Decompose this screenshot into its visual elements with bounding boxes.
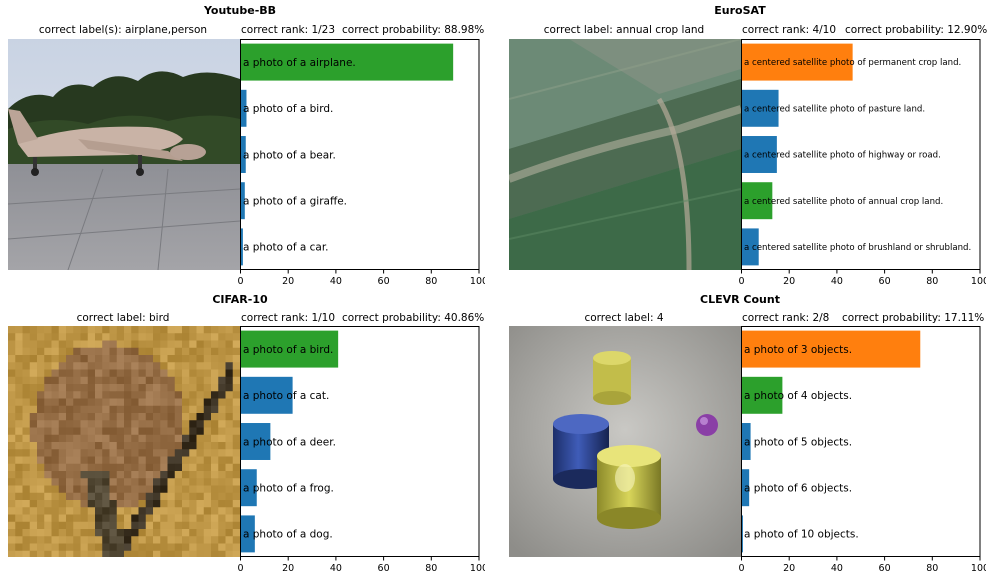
bar-label-0: a photo of a bird. [243, 344, 333, 356]
bar-label-0: a centered satellite photo of permanent … [744, 58, 961, 68]
plot-frame [741, 39, 981, 270]
bar-3 [240, 469, 257, 507]
x-tick-label-0: 0 [738, 563, 744, 574]
bar-label-2: a photo of a bear. [243, 149, 336, 161]
x-tick-label-5: 100 [971, 276, 986, 287]
bar-label-2: a photo of 5 objects. [744, 436, 852, 448]
bar-label-2: a photo of a deer. [243, 436, 336, 448]
panel-title: Youtube-BB [203, 4, 277, 17]
bar-2 [741, 423, 751, 460]
correct-rank-caption: correct rank: 2/8 [742, 312, 830, 324]
bar-label-1: a photo of a bird. [243, 103, 333, 115]
bar-2 [741, 136, 777, 173]
x-tick-label-1: 20 [783, 276, 795, 287]
x-tick-label-3: 60 [378, 563, 390, 574]
bar-label-1: a photo of a cat. [243, 390, 329, 402]
bar-0 [741, 330, 921, 368]
x-axis: 0 20 40 60 80 100 [237, 270, 485, 287]
correct-label-caption: correct label: annual crop land [543, 24, 705, 36]
x-tick-label-1: 20 [282, 276, 294, 287]
correct-probability-caption: correct probability: 40.86% [342, 312, 485, 324]
bird-photo [8, 326, 240, 557]
panel-title: CLEVR Count [700, 293, 780, 306]
x-tick-label-2: 40 [330, 563, 342, 574]
x-tick-label-2: 40 [330, 276, 342, 287]
chart-cifar-10: a photo of a bird. a photo of a cat. a pho… [237, 326, 485, 574]
plot-frame [240, 326, 480, 557]
bar-label-1: a photo of 4 objects. [744, 390, 852, 402]
airplane-photo [8, 39, 240, 270]
bar-0 [240, 330, 339, 368]
x-tick-label-5: 100 [470, 563, 485, 574]
chart-youtube-bb: a photo of a airplane. a photo of a bird.… [237, 39, 485, 287]
bar-label-0: a photo of a airplane. [243, 57, 356, 69]
x-tick-label-0: 0 [237, 276, 243, 287]
panel-title: CIFAR-10 [212, 293, 268, 306]
x-tick-label-0: 0 [237, 563, 243, 574]
bar-label-3: a photo of a frog. [243, 482, 334, 494]
bar-1 [240, 376, 293, 414]
plot-frame [240, 39, 480, 270]
x-tick-label-0: 0 [738, 276, 744, 287]
chart-clevr-count: a photo of 3 objects. a photo of 4 object… [738, 326, 986, 574]
x-tick-label-3: 60 [879, 563, 891, 574]
bar-1 [741, 376, 783, 414]
x-tick-label-5: 100 [470, 276, 485, 287]
x-tick-label-2: 40 [831, 563, 843, 574]
correct-rank-caption: correct rank: 1/10 [241, 312, 336, 324]
x-tick-label-4: 80 [425, 276, 437, 287]
correct-rank-caption: correct rank: 4/10 [742, 24, 837, 36]
bar-4 [741, 228, 759, 266]
x-tick-label-5: 100 [971, 563, 986, 574]
bar-2 [240, 136, 246, 173]
x-tick-label-3: 60 [378, 276, 390, 287]
bar-label-4: a centered satellite photo of brushland … [744, 243, 971, 253]
correct-rank-caption: correct rank: 1/23 [241, 24, 336, 36]
correct-probability-caption: correct probability: 88.98% [342, 24, 485, 36]
correct-label-caption: correct label: 4 [584, 312, 664, 324]
bar-3 [741, 182, 773, 220]
bar-label-0: a photo of 3 objects. [744, 344, 852, 356]
panel-title: EuroSAT [714, 4, 766, 17]
plot-frame [741, 326, 981, 557]
clevr-photo [509, 326, 741, 557]
bar-label-3: a centered satellite photo of annual cro… [744, 197, 943, 207]
correct-label-caption: correct label(s): airplane,person [38, 24, 208, 36]
bar-4 [240, 515, 255, 553]
bar-label-1: a centered satellite photo of pasture la… [744, 104, 925, 114]
correct-probability-caption: correct probability: 17.11% [842, 312, 985, 324]
correct-label-caption: correct label: bird [76, 312, 170, 324]
satellite-photo [509, 39, 741, 270]
chart-eurosat: a centered satellite photo of permanent … [738, 39, 986, 287]
bar-4 [741, 515, 743, 553]
x-tick-label-4: 80 [926, 276, 938, 287]
bar-0 [240, 43, 454, 81]
bar-label-4: a photo of a car. [243, 242, 329, 254]
bar-label-4: a photo of a dog. [243, 529, 333, 541]
x-axis: 0 20 40 60 80 100 [237, 557, 485, 574]
correct-probability-caption: correct probability: 12.90% [845, 24, 988, 36]
bar-label-2: a centered satellite photo of highway or… [744, 151, 941, 161]
bar-label-4: a photo of 10 objects. [744, 529, 859, 541]
bar-1 [741, 89, 779, 127]
x-tick-label-3: 60 [879, 276, 891, 287]
x-axis: 0 20 40 60 80 100 [738, 557, 986, 574]
x-axis: 0 20 40 60 80 100 [738, 270, 986, 287]
bar-3 [240, 182, 245, 220]
bar-label-3: a photo of a giraffe. [243, 195, 347, 207]
x-tick-label-2: 40 [831, 276, 843, 287]
x-tick-label-1: 20 [783, 563, 795, 574]
bar-4 [240, 228, 243, 266]
bar-0 [741, 43, 853, 81]
x-tick-label-4: 80 [425, 563, 437, 574]
bar-2 [240, 423, 271, 460]
x-tick-label-1: 20 [282, 563, 294, 574]
bar-1 [240, 89, 247, 127]
bar-label-3: a photo of 6 objects. [744, 482, 852, 494]
x-tick-label-4: 80 [926, 563, 938, 574]
bar-3 [741, 469, 750, 507]
